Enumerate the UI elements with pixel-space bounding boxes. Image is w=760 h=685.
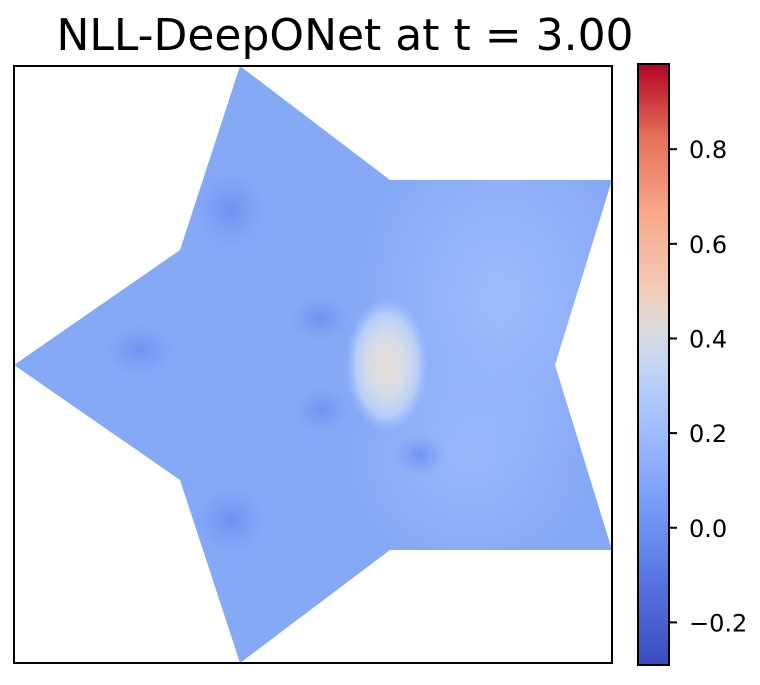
colorbar-gradient	[638, 64, 669, 665]
colorbar-tick-label: 0.8	[689, 136, 727, 164]
plot-frame	[13, 65, 613, 664]
colorbar-ticks: −0.2 0.0 0.2 0.4 0.6 0.8	[669, 136, 747, 637]
plot-area	[14, 66, 612, 663]
central-peak	[345, 297, 429, 433]
colorbar-tick-label: 0.2	[689, 420, 727, 448]
chart-title: NLL-DeepONet at t = 3.00	[56, 10, 633, 61]
colorbar-tick-label: 0.4	[689, 325, 727, 353]
field-variation	[392, 433, 448, 477]
field-variation	[100, 320, 180, 380]
colorbar-tick-label: 0.0	[689, 515, 727, 543]
colorbar-tick-label: −0.2	[689, 609, 747, 637]
colorbar: −0.2 0.0 0.2 0.4 0.6 0.8	[637, 63, 747, 666]
field-variation	[190, 165, 270, 255]
colorbar-tick-label: 0.6	[689, 231, 727, 259]
field-variation	[286, 292, 354, 344]
colorbar-frame	[637, 63, 670, 666]
field-variation	[190, 480, 270, 560]
field-variation	[290, 384, 354, 436]
